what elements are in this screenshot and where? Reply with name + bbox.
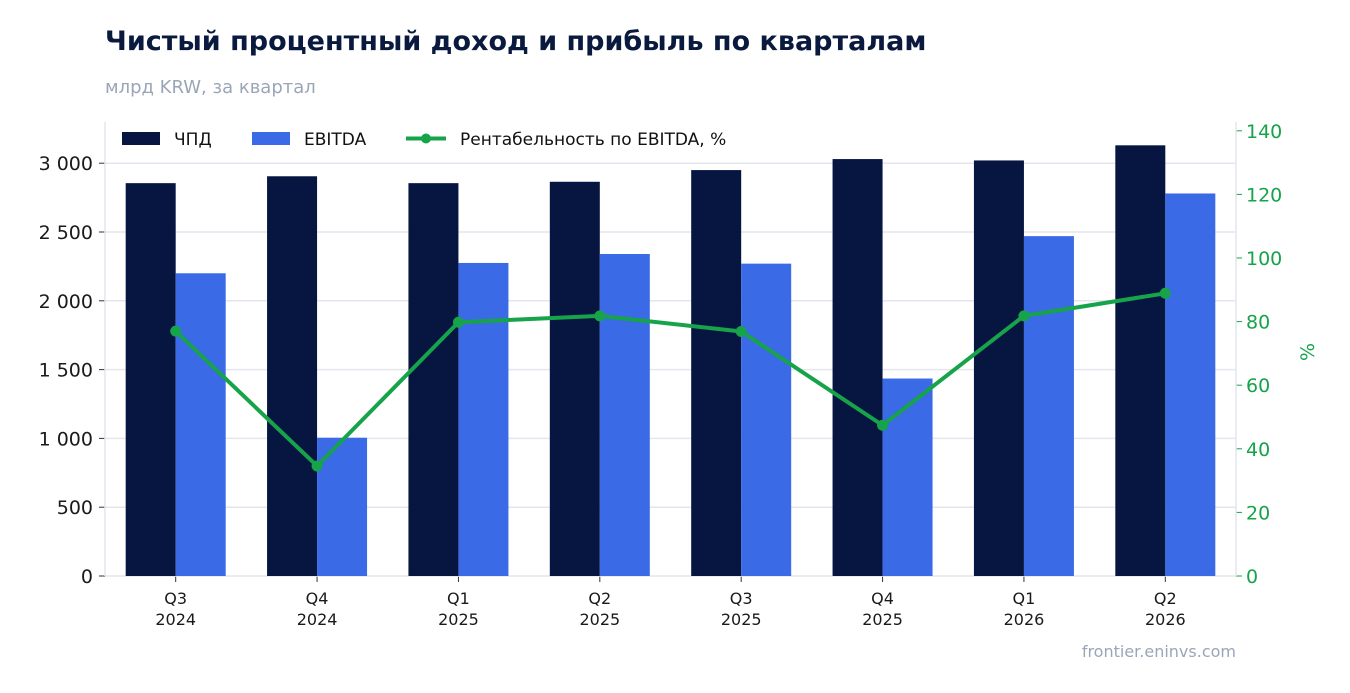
margin-point: [170, 325, 182, 337]
bar-ebitda: [175, 273, 226, 576]
margin-point: [311, 460, 323, 472]
bar-ebitda: [882, 378, 933, 576]
y-right-tick-label: 40: [1246, 439, 1270, 461]
y-right-tick-label: 0: [1246, 566, 1258, 588]
source-footer: frontier.eninvs.com: [1081, 642, 1236, 661]
x-tick-label-year: 2025: [579, 610, 620, 629]
x-tick-label-year: 2024: [297, 610, 338, 629]
bar-ebitda: [599, 254, 650, 577]
legend-label-ebitda: EBITDA: [304, 130, 367, 150]
bar-npd: [973, 160, 1024, 576]
x-tick-label-year: 2025: [862, 610, 903, 629]
x-tick-label-year: 2026: [1004, 610, 1045, 629]
bar-npd: [125, 183, 176, 577]
bars-layer: [125, 145, 1216, 577]
bar-npd: [549, 181, 600, 576]
y-right-tick-label: 80: [1246, 312, 1270, 334]
bar-ebitda: [458, 262, 509, 576]
bar-ebitda: [317, 437, 368, 576]
bar-npd: [691, 170, 742, 576]
chart-subtitle: млрд KRW, за квартал: [105, 77, 316, 98]
margin-point: [594, 310, 606, 322]
margin-point: [735, 325, 747, 337]
y-axis-right-label: %: [1297, 343, 1319, 361]
legend: ЧПД EBITDA Рентабельность по EBITDA, %: [122, 130, 726, 150]
bar-ebitda: [1023, 236, 1074, 577]
y-left-tick-label: 1 500: [39, 360, 93, 382]
x-tick-label-quarter: Q1: [447, 589, 470, 608]
x-tick-label-quarter: Q2: [588, 589, 611, 608]
x-tick-label-year: 2025: [438, 610, 479, 629]
x-tick-label-quarter: Q1: [1013, 589, 1036, 608]
x-tick-label-year: 2024: [155, 610, 196, 629]
bar-ebitda: [1165, 193, 1216, 577]
margin-point: [1018, 310, 1030, 322]
margin-point: [1159, 287, 1171, 299]
y-left-tick-label: 3 000: [39, 153, 93, 175]
y-right-tick-label: 140: [1246, 121, 1282, 143]
chart-title: Чистый процентный доход и прибыль по ква…: [105, 26, 927, 57]
margin-point: [877, 419, 889, 431]
bar-ebitda: [741, 263, 792, 576]
x-tick-label-quarter: Q2: [1154, 589, 1177, 608]
x-tick-label-quarter: Q3: [730, 589, 753, 608]
margin-line: [174, 291, 1166, 468]
x-tick-label-quarter: Q3: [164, 589, 187, 608]
x-tick-label-quarter: Q4: [871, 589, 894, 608]
y-left-tick-label: 2 500: [39, 222, 93, 244]
legend-label-margin: Рентабельность по EBITDA, %: [460, 130, 726, 150]
y-right-tick-label: 100: [1246, 248, 1282, 270]
x-tick-label-year: 2025: [721, 610, 762, 629]
margin-point: [452, 316, 464, 328]
y-right-tick-label: 20: [1246, 502, 1270, 524]
x-tick-label-year: 2026: [1145, 610, 1186, 629]
legend-label-npd: ЧПД: [174, 130, 212, 150]
legend-swatch-ebitda: [252, 132, 290, 145]
line-layer: [170, 287, 1171, 472]
bar-npd: [832, 159, 883, 576]
legend-swatch-npd: [122, 132, 160, 145]
y-right-tick-label: 60: [1246, 375, 1270, 397]
bar-npd: [1115, 145, 1166, 576]
y-left-tick-label: 0: [81, 566, 93, 588]
bar-npd: [408, 183, 459, 577]
legend-swatch-margin-marker: [421, 133, 431, 144]
y-right-tick-label: 120: [1246, 184, 1282, 206]
y-left-tick-label: 500: [57, 497, 93, 519]
y-left-tick-label: 2 000: [39, 291, 93, 313]
y-left-tick-label: 1 000: [39, 428, 93, 450]
x-tick-label-quarter: Q4: [306, 589, 329, 608]
bar-npd: [267, 176, 318, 576]
